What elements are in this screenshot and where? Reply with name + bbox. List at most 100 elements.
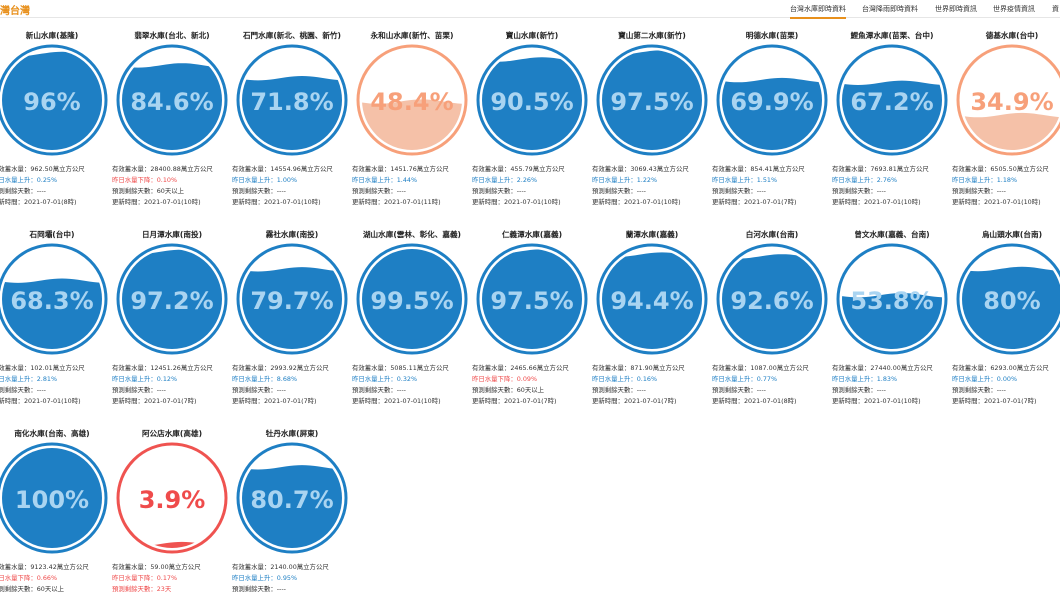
days-left-value: 60天以上 <box>36 585 65 593</box>
reservoir-name: 石岡壩(台中) <box>29 230 75 239</box>
trend-text: 昨日水量上升：2.76% <box>832 176 898 184</box>
days-left-label: 預測剩餘天數： <box>112 386 157 394</box>
days-left-label: 預測剩餘天數： <box>112 187 157 195</box>
days-left-line: 預測剩餘天數：---- <box>712 186 842 197</box>
updated-label: 更新時間： <box>0 397 24 405</box>
updated-line: 更新時間：2021-07-01(10時) <box>232 197 362 208</box>
storage-line: 有效蓄水量：102.01萬立方公尺 <box>0 363 122 374</box>
reservoir-info: 有效蓄水量：59.00萬立方公尺 昨日水量下降：0.17% 預測剩餘天數：23天 <box>112 562 242 595</box>
updated-line: 更新時間：2021-07-01(10時) <box>952 197 1060 208</box>
storage-label: 有效蓄水量： <box>352 364 391 372</box>
storage-line: 有效蓄水量：2465.66萬立方公尺 <box>472 363 602 374</box>
storage-line: 有效蓄水量：2140.00萬立方公尺 <box>232 562 362 573</box>
nav-tab-world-realtime[interactable]: 世界即時資訊 <box>935 5 977 13</box>
storage-value: 2140.00 <box>270 563 297 571</box>
reservoir-card[interactable]: 石門水庫(新北、桃園、新竹) 71.8% 有效蓄水量：14554.96萬立方公尺 昨日… <box>232 0 352 206</box>
reservoir-card[interactable]: 霧社水庫(南投) 79.7% 有效蓄水量：2993.92萬立方公尺 昨日水量上升：8.… <box>232 199 352 405</box>
reservoir-info: 有效蓄水量：14554.96萬立方公尺 昨日水量上升：1.00% 預測剩餘天數：--… <box>232 164 362 208</box>
updated-line: 更新時間：2021-07-01(10時) <box>832 396 962 407</box>
storage-unit: 萬立方公尺 <box>56 563 89 571</box>
storage-unit: 萬立方公尺 <box>652 364 685 372</box>
site-logo[interactable]: 灣台灣 <box>0 6 30 17</box>
reservoir-card[interactable]: 永和山水庫(新竹、苗栗) 48.4% 有效蓄水量：1451.76萬立方公尺 昨日水量上… <box>352 0 472 206</box>
reservoir-card[interactable]: 曾文水庫(嘉義、台南) 53.8% 有效蓄水量：27440.00萬立方公尺 昨日水量上… <box>832 199 952 405</box>
reservoir-name: 明德水庫(苗栗) <box>745 31 799 40</box>
storage-label: 有效蓄水量： <box>112 563 151 571</box>
reservoir-info: 有效蓄水量：5085.11萬立方公尺 昨日水量上升：0.32% 預測剩餘天數：---… <box>352 363 482 407</box>
storage-unit: 萬立方公尺 <box>656 165 689 173</box>
storage-unit: 萬立方公尺 <box>180 165 213 173</box>
reservoir-card[interactable]: 寶山水庫(新竹) 90.5% 有效蓄水量：455.79萬立方公尺 昨日水量上升：2.2… <box>472 0 592 206</box>
reservoir-card[interactable]: 牡丹水庫(屏東) 80.7% 有效蓄水量：2140.00萬立方公尺 昨日水量上升：0.… <box>232 398 352 593</box>
water-level-gauge: 3.9% <box>116 442 228 554</box>
reservoir-card[interactable]: 阿公店水庫(高雄) 3.9% 有效蓄水量：59.00萬立方公尺 昨日水量下降：0.17… <box>112 398 232 593</box>
updated-value: 2021-07-01(10時) <box>863 198 921 206</box>
reservoir-card[interactable]: 新山水庫(基隆) 96% 有效蓄水量：962.50萬立方公尺昨日水量上升：0.25%… <box>0 0 112 206</box>
nav-tab-more[interactable]: 資 <box>1052 5 1059 13</box>
updated-line: 更新時間：2021-07-01(8時) <box>712 396 842 407</box>
storage-label: 有效蓄水量： <box>592 165 631 173</box>
days-left-value: 60天以上 <box>156 187 185 195</box>
storage-unit: 萬立方公尺 <box>776 364 809 372</box>
reservoir-card[interactable]: 南化水庫(台南、高雄) 100% 有效蓄水量：9123.42萬立方公尺昨日水量下降：… <box>0 398 112 593</box>
days-left-line: 預測剩餘天數：---- <box>832 385 962 396</box>
water-level-gauge: 69.9% <box>716 44 828 156</box>
trend-line: 昨日水量下降：0.10% <box>112 175 242 186</box>
updated-line: 更新時間：2021-07-01(7時) <box>472 396 602 407</box>
reservoir-name: 霧社水庫(南投) <box>265 230 319 239</box>
nav-tab-world-epidemic[interactable]: 世界疫情資訊 <box>993 5 1035 13</box>
reservoir-card[interactable]: 仁義潭水庫(嘉義) 97.5% 有效蓄水量：2465.66萬立方公尺 昨日水量下降：0… <box>472 199 592 405</box>
days-left-value: 60天以上 <box>516 386 545 394</box>
gauge-svg: 48.4% <box>356 44 468 156</box>
storage-value: 6293.00 <box>990 364 1017 372</box>
trend-line: 昨日水量上升：1.18% <box>952 175 1060 186</box>
reservoir-name: 寶山水庫(新竹) <box>505 31 559 40</box>
nav-tab-reservoir-realtime[interactable]: 台灣水庫即時資料 <box>790 4 846 19</box>
trend-text: 昨日水量上升：1.00% <box>232 176 298 184</box>
days-left-value: ---- <box>876 187 886 195</box>
trend-text: 昨日水量上升：2.26% <box>472 176 538 184</box>
storage-unit: 萬立方公尺 <box>52 364 85 372</box>
storage-label: 有效蓄水量： <box>232 563 271 571</box>
reservoir-card[interactable]: 烏山頭水庫(台南) 80% 有效蓄水量：6293.00萬立方公尺 昨日水量上升：0.0… <box>952 199 1060 405</box>
fill-percentage-label: 84.6% <box>130 88 213 116</box>
days-left-value: ---- <box>276 386 286 394</box>
water-fill <box>2 51 102 150</box>
updated-label: 更新時間： <box>952 198 984 206</box>
reservoir-name: 翡翠水庫(台北、新北) <box>134 31 210 40</box>
water-level-gauge: 48.4% <box>356 44 468 156</box>
storage-value: 1087.00 <box>750 364 777 372</box>
updated-line: 更新時間：2021-07-01(10時) <box>472 197 602 208</box>
reservoir-info: 有效蓄水量：102.01萬立方公尺昨日水量上升：2.81% 預測剩餘天數：----… <box>0 363 122 407</box>
water-level-gauge: 34.9% <box>956 44 1060 156</box>
storage-value: 12451.26 <box>150 364 181 372</box>
reservoir-card[interactable]: 寶山第二水庫(新竹) 97.5% 有效蓄水量：3069.43萬立方公尺 昨日水量上升：… <box>592 0 712 206</box>
reservoir-card[interactable]: 鯉魚潭水庫(苗栗、台中) 67.2% 有效蓄水量：7693.81萬立方公尺 昨日水量上… <box>832 0 952 206</box>
storage-line: 有效蓄水量：59.00萬立方公尺 <box>112 562 242 573</box>
trend-line: 昨日水量上升：2.26% <box>472 175 602 186</box>
reservoir-card[interactable]: 白河水庫(台南) 92.6% 有效蓄水量：1087.00萬立方公尺 昨日水量上升：0.… <box>712 199 832 405</box>
nav-tab-rainfall-realtime[interactable]: 台灣降雨即時資料 <box>862 5 918 13</box>
days-left-line: 預測剩餘天數：---- <box>712 385 842 396</box>
water-level-gauge: 80% <box>956 243 1060 355</box>
reservoir-info: 有效蓄水量：871.90萬立方公尺 昨日水量上升：0.16% 預測剩餘天數：----… <box>592 363 722 407</box>
water-fill <box>602 50 702 150</box>
storage-label: 有效蓄水量： <box>112 364 151 372</box>
reservoir-info: 有效蓄水量：1451.76萬立方公尺 昨日水量上升：1.44% 預測剩餘天數：---… <box>352 164 482 208</box>
trend-text: 昨日水量上升：1.44% <box>352 176 418 184</box>
reservoir-card[interactable]: 德基水庫(台中) 34.9% 有效蓄水量：6505.50萬立方公尺 昨日水量上升：1.… <box>952 0 1060 206</box>
updated-line: 更新時間：2021-07-01(10時) <box>832 197 962 208</box>
gauge-svg: 90.5% <box>476 44 588 156</box>
days-left-label: 預測剩餘天數： <box>952 386 997 394</box>
water-level-gauge: 84.6% <box>116 44 228 156</box>
reservoir-card[interactable]: 明德水庫(苗栗) 69.9% 有效蓄水量：854.41萬立方公尺 昨日水量上升：1.5… <box>712 0 832 206</box>
trend-text: 昨日水量下降：0.66% <box>0 574 58 582</box>
reservoir-card[interactable]: 湖山水庫(雲林、彰化、嘉義) 99.5% 有效蓄水量：5085.11萬立方公尺 昨日水… <box>352 199 472 405</box>
reservoir-card[interactable]: 日月潭水庫(南投) 97.2% 有效蓄水量：12451.26萬立方公尺 昨日水量上升：… <box>112 199 232 405</box>
reservoir-card[interactable]: 翡翠水庫(台北、新北) 84.6% 有效蓄水量：28400.88萬立方公尺 昨日水量下… <box>112 0 232 206</box>
reservoir-card[interactable]: 石岡壩(台中) 68.3% 有效蓄水量：102.01萬立方公尺昨日水量上升：2.81… <box>0 199 112 405</box>
water-level-gauge: 53.8% <box>836 243 948 355</box>
updated-label: 更新時間： <box>352 397 384 405</box>
reservoir-card[interactable]: 蘭潭水庫(嘉義) 94.4% 有效蓄水量：871.90萬立方公尺 昨日水量上升：0.1… <box>592 199 712 405</box>
storage-unit: 萬立方公尺 <box>900 364 933 372</box>
